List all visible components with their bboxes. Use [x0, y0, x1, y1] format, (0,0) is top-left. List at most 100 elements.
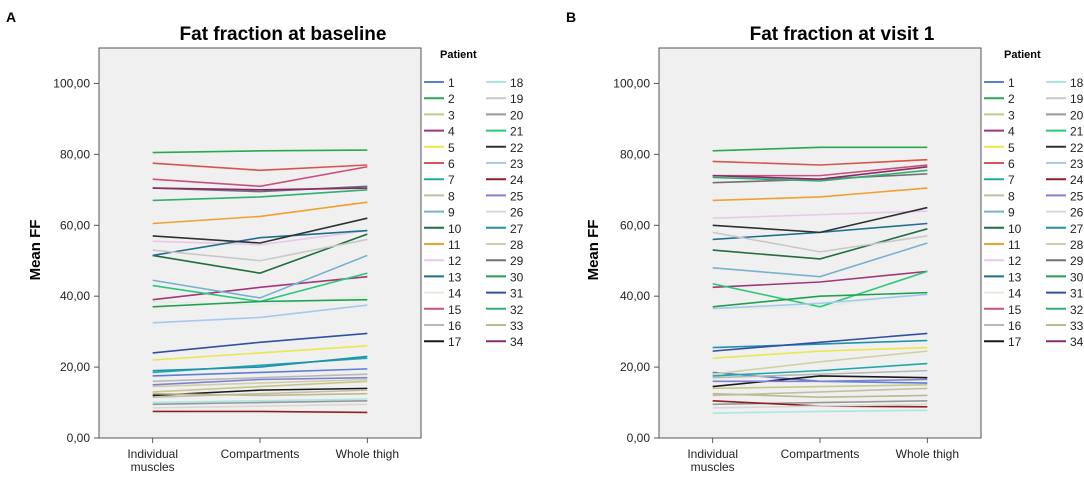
- legend-entry: 19: [1070, 92, 1084, 106]
- chart-title: Fat fraction at visit 1: [750, 24, 935, 45]
- legend-entry: 14: [1008, 287, 1022, 301]
- legend-entry: 6: [448, 157, 455, 171]
- series-line-patient-19: [152, 238, 368, 262]
- legend-entry: 6: [1008, 157, 1015, 171]
- series-line-patient-4: [712, 270, 928, 289]
- series-line-patient-30: [712, 291, 928, 308]
- y-tick-label: 40,00: [60, 289, 90, 303]
- x-tick-label: Compartments: [781, 447, 860, 461]
- series-line-patient-9: [712, 242, 928, 278]
- series-line-patient-10: [712, 228, 928, 260]
- series-line-patient-17: [712, 375, 928, 388]
- legend-entry: 8: [1008, 189, 1015, 203]
- series-line-patient-12: [152, 229, 368, 246]
- series-line-patient-25: [712, 378, 928, 383]
- panel-label: A: [6, 9, 16, 25]
- chart-title: Fat fraction at baseline: [180, 24, 387, 45]
- series-line-patient-33: [712, 392, 928, 399]
- series-line-patient-28: [152, 378, 368, 388]
- legend-entry: 26: [510, 206, 524, 220]
- y-tick-label: 80,00: [620, 147, 650, 161]
- legend-entry: 10: [1008, 222, 1022, 236]
- series-line-patient-32: [712, 169, 928, 182]
- series-line-patient-32: [152, 189, 368, 202]
- legend-entry: 22: [1070, 141, 1084, 155]
- series-line-patient-13: [152, 229, 368, 257]
- legend-entry: 4: [448, 125, 455, 139]
- legend-entry: 8: [448, 189, 455, 203]
- legend-entry: 32: [510, 303, 524, 317]
- panel-a: A Fat fraction at baseline Mean FF Patie…: [6, 9, 524, 474]
- legend-title: Patient: [440, 49, 477, 61]
- legend-entry: 23: [1070, 157, 1084, 171]
- x-tick-label: muscles: [691, 460, 735, 474]
- legend-title: Patient: [1004, 49, 1041, 61]
- series-line-patient-14: [152, 295, 368, 306]
- series-line-patient-30: [152, 298, 368, 308]
- y-tick-label: 0,00: [627, 431, 651, 445]
- legend-entry: 18: [510, 76, 524, 90]
- legend-entry: 30: [1070, 270, 1084, 284]
- legend-entry: 25: [1070, 189, 1084, 203]
- legend-entry: 2: [448, 92, 455, 106]
- x-tick-label: Compartments: [221, 447, 300, 461]
- series-line-patient-28: [712, 350, 928, 375]
- legend-entry: 15: [448, 303, 462, 317]
- series-line-patient-12: [712, 210, 928, 219]
- series-line-patient-20: [712, 399, 928, 406]
- legend-entry: 24: [1070, 173, 1084, 187]
- legend-entry: 24: [510, 173, 524, 187]
- legend-entry: 30: [510, 270, 524, 284]
- legend-entry: 28: [510, 238, 524, 252]
- legend-entry: 11: [1008, 238, 1021, 252]
- series-line-patient-2: [712, 146, 928, 152]
- legend-entry: 19: [510, 92, 524, 106]
- series-line-patient-33: [152, 392, 368, 397]
- series-line-patient-16: [712, 369, 928, 379]
- series-line-patient-18: [152, 398, 368, 404]
- legend-entry: 32: [1070, 303, 1084, 317]
- legend-entry: 5: [448, 141, 455, 155]
- y-tick-label: 100,00: [53, 76, 90, 90]
- series-line-patient-20: [152, 399, 368, 406]
- legend-entry: 14: [448, 287, 462, 301]
- legend-entry: 10: [448, 222, 462, 236]
- series-line-patient-24: [152, 410, 368, 414]
- y-tick-label: 0,00: [67, 431, 91, 445]
- y-tick-label: 20,00: [60, 360, 90, 374]
- legend-entry: 29: [510, 254, 524, 268]
- series-line-patient-5: [712, 346, 928, 360]
- series-line-patient-16: [152, 373, 368, 383]
- legend-entry: 33: [1070, 319, 1084, 333]
- x-tick-label: Whole thigh: [896, 447, 959, 461]
- legend-entry: 9: [1008, 206, 1015, 220]
- legend-entry: 22: [510, 141, 524, 155]
- legend-entry: 33: [510, 319, 524, 333]
- series-line-patient-15: [712, 164, 928, 177]
- panel-label: B: [566, 9, 576, 25]
- legend-entry: 13: [448, 270, 462, 284]
- legend-entry: 7: [448, 173, 455, 187]
- series-line-patient-23: [712, 293, 928, 310]
- legend-entry: 12: [448, 254, 462, 268]
- legend-entry: 2: [1008, 92, 1015, 106]
- legend-entry: 21: [510, 125, 524, 139]
- series-line-patient-25: [152, 376, 368, 386]
- series-line-patient-23: [152, 304, 368, 324]
- legend-entry: 16: [1008, 319, 1022, 333]
- series-line-patient-6: [152, 162, 368, 172]
- legend-entry: 3: [448, 108, 455, 122]
- series-line-patient-34: [712, 165, 928, 180]
- x-tick-label: muscles: [131, 460, 175, 474]
- series-line-patient-3: [712, 384, 928, 390]
- series-line-patient-31: [152, 332, 368, 354]
- series-line-patient-3: [152, 380, 368, 393]
- legend-entry: 25: [510, 189, 524, 203]
- y-tick-label: 100,00: [613, 76, 650, 90]
- series-line-patient-19: [712, 231, 928, 253]
- series-line-patient-31: [712, 332, 928, 352]
- plot-area: [658, 47, 982, 439]
- legend-entry: 1: [448, 76, 455, 90]
- series-line-patient-8: [152, 389, 368, 399]
